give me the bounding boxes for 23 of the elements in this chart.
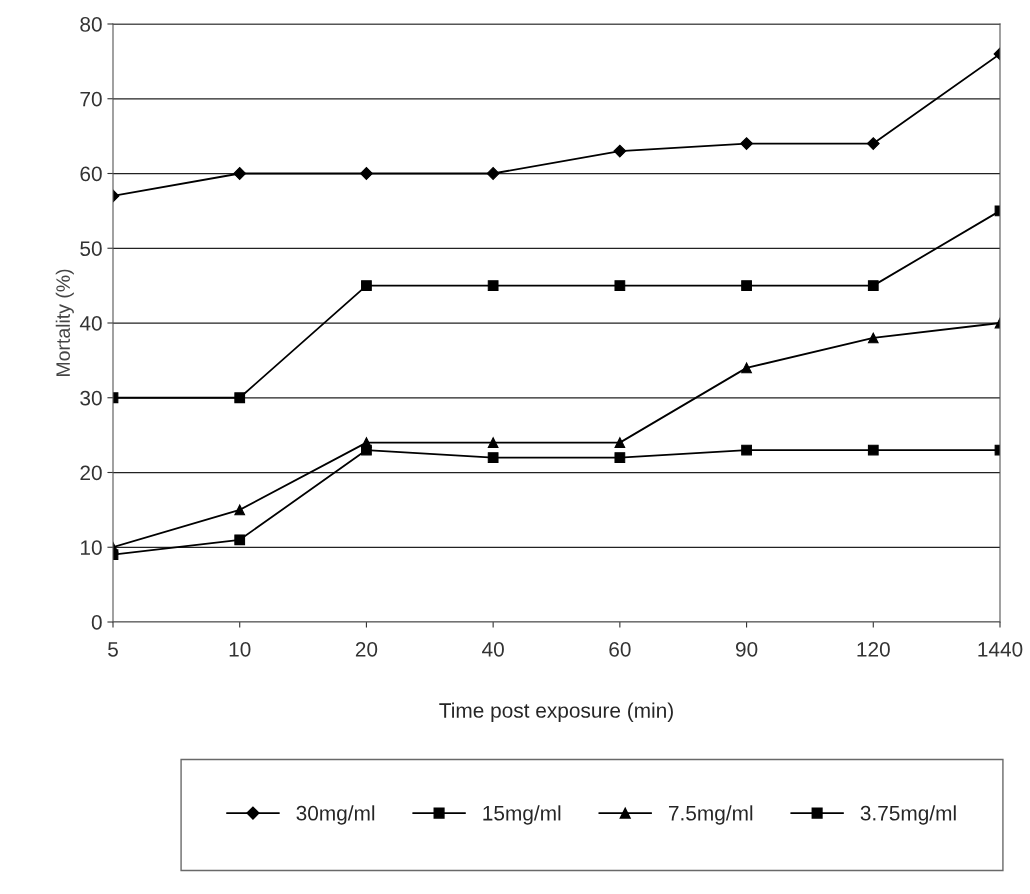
y-axis-title: Mortality (%) bbox=[55, 269, 74, 376]
x-tick-label: 5 bbox=[108, 642, 118, 657]
y-tick-label: 60 bbox=[80, 166, 102, 182]
y-tick-label: 80 bbox=[80, 17, 102, 32]
x-tick-label: 20 bbox=[355, 641, 378, 657]
x-tick-label: 90 bbox=[735, 641, 758, 657]
x-tick-label: 40 bbox=[482, 641, 504, 657]
legend-label: 3.75mg/ml bbox=[860, 805, 956, 825]
legend-label: 30mg/ml bbox=[296, 805, 375, 825]
y-tick-label: 30 bbox=[80, 390, 102, 406]
x-axis-title: Time post exposure (min) bbox=[439, 702, 673, 722]
y-tick-label: 20 bbox=[80, 465, 102, 481]
x-tick-label: 10 bbox=[229, 641, 251, 657]
y-tick-label: 0 bbox=[91, 615, 102, 630]
y-tick-label: 40 bbox=[79, 316, 102, 331]
y-tick-label: 50 bbox=[80, 241, 102, 256]
legend-label: 15mg/ml bbox=[483, 805, 561, 825]
x-tick-label: 60 bbox=[609, 641, 631, 657]
x-tick-label: 1440 bbox=[978, 641, 1023, 657]
y-tick-label: 10 bbox=[81, 540, 102, 555]
x-tick-label: 120 bbox=[857, 641, 890, 657]
legend-label: 7.5mg/ml bbox=[668, 805, 753, 825]
y-tick-label: 70 bbox=[80, 91, 102, 107]
